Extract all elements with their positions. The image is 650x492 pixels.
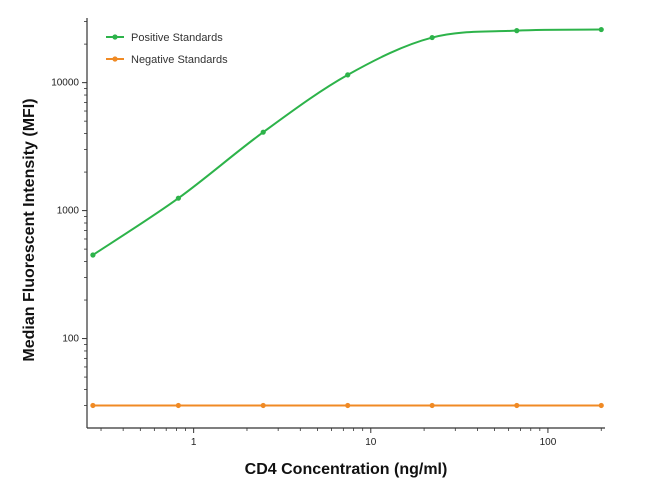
data-point-negative-standards xyxy=(90,402,96,409)
data-point-negative-standards xyxy=(598,402,604,409)
axes xyxy=(86,18,605,429)
data-point-positive-standards xyxy=(598,26,604,33)
x-tick-label: 1 xyxy=(191,437,197,448)
legend-marker-negative-standards xyxy=(112,56,118,62)
legend-label-negative-standards: Negative Standards xyxy=(131,54,228,66)
data-point-negative-standards xyxy=(175,402,181,409)
y-axis-title: Median Fluorescent Intensity (MFI) xyxy=(21,98,38,361)
x-axis-title: CD4 Concentration (ng/ml) xyxy=(245,461,448,478)
legend-label-positive-standards: Positive Standards xyxy=(131,32,223,44)
x-tick-label: 10 xyxy=(365,437,377,448)
data-point-positive-standards xyxy=(90,252,96,258)
y-tick-label: 1000 xyxy=(57,206,80,217)
data-point-positive-standards xyxy=(175,195,181,201)
data-point-positive-standards xyxy=(345,72,351,78)
y-tick-label: 100 xyxy=(62,334,79,345)
legend: Positive Standards Negative Standards xyxy=(106,32,228,66)
x-tick-label: 100 xyxy=(540,437,557,448)
legend-marker-positive-standards xyxy=(112,34,118,40)
data-point-positive-standards xyxy=(260,129,266,135)
data-point-negative-standards xyxy=(429,402,435,409)
ticks: 1 10 100 100 1000 10000 xyxy=(51,21,602,448)
series-group xyxy=(90,26,604,409)
data-point-negative-standards xyxy=(345,402,351,409)
y-tick-label: 10000 xyxy=(51,78,79,89)
data-point-positive-standards xyxy=(429,34,435,41)
data-point-positive-standards xyxy=(514,28,520,34)
data-point-negative-standards xyxy=(260,402,266,409)
data-point-negative-standards xyxy=(514,402,520,409)
